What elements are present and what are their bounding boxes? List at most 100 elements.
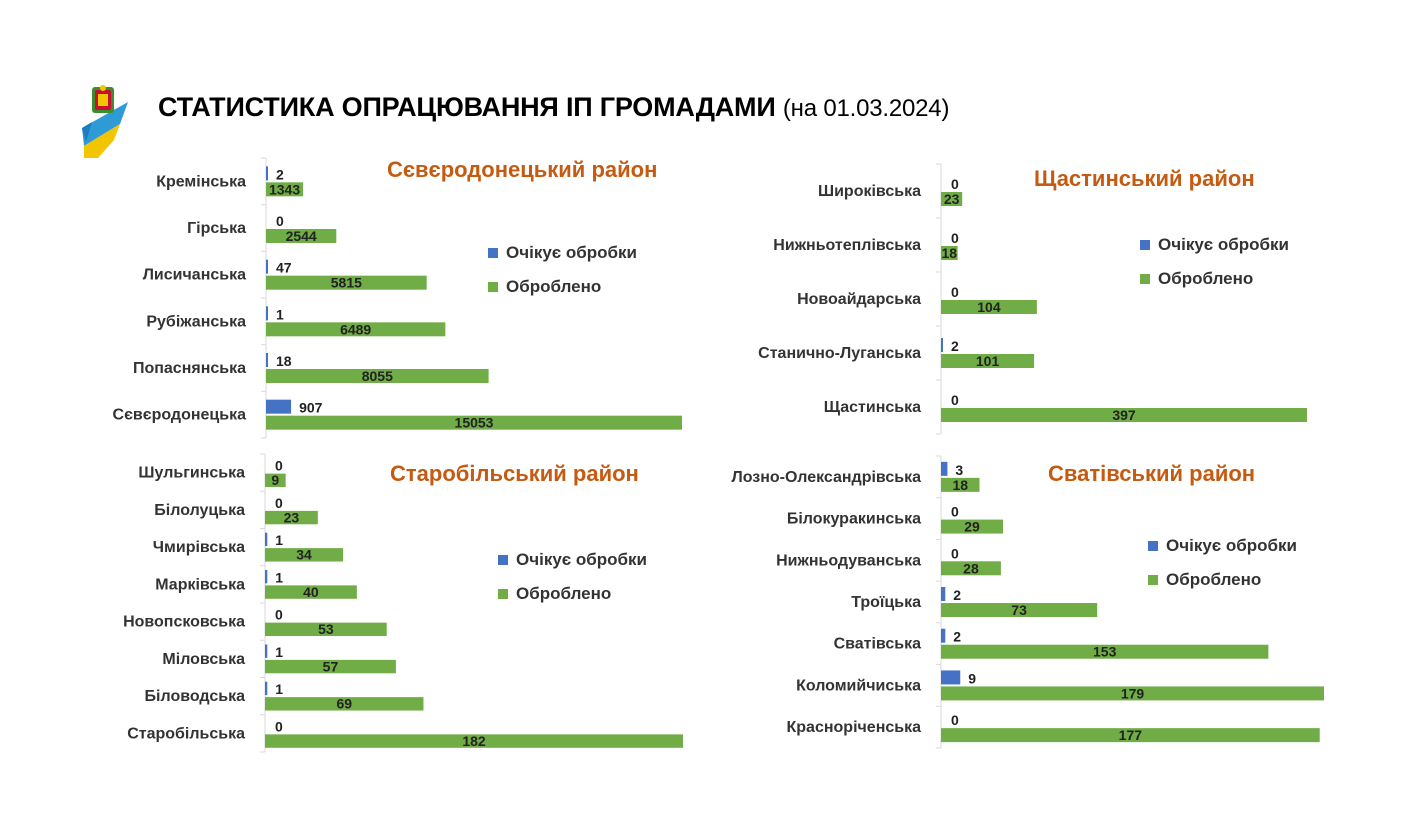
bar-processed	[941, 603, 1098, 617]
value-label-pending: 2	[276, 166, 284, 182]
category-label: Білокуракинська	[787, 511, 921, 528]
value-label-processed: 104	[977, 299, 1001, 315]
legend-svatove: Очікує обробки Оброблено	[1148, 529, 1297, 597]
category-label: Лисичанська	[143, 267, 246, 284]
value-label-pending: 0	[275, 458, 283, 474]
category-label: Рубіжанська	[146, 313, 246, 330]
value-label-processed: 8055	[362, 368, 393, 384]
value-label-processed: 40	[303, 584, 319, 600]
bar-processed	[941, 300, 1037, 314]
bar-pending	[941, 338, 943, 352]
value-label-pending: 0	[951, 712, 959, 728]
legend-swatch-processed	[1140, 274, 1150, 284]
value-label-processed: 28	[963, 560, 979, 576]
value-label-pending: 2	[951, 338, 959, 354]
value-label-pending: 0	[951, 545, 959, 561]
category-label: Білолуцька	[154, 502, 245, 519]
category-label: Троїцька	[851, 594, 921, 611]
bar-processed	[266, 322, 446, 337]
legend-item-pending: Очікує обробки	[1148, 529, 1297, 563]
bar-processed	[265, 697, 424, 711]
value-label-pending: 1	[275, 644, 283, 660]
legend-swatch-pending	[498, 555, 508, 565]
category-label: Красноріченська	[787, 719, 922, 736]
category-label: Новопсковська	[123, 614, 245, 631]
legend-label-processed: Оброблено	[516, 584, 612, 603]
value-label-pending: 0	[275, 607, 283, 623]
value-label-pending: 0	[276, 213, 284, 229]
legend-label-pending: Очікує обробки	[506, 243, 638, 262]
value-label-processed: 53	[318, 621, 334, 637]
value-label-processed: 5815	[331, 275, 362, 291]
bar-processed	[265, 585, 357, 599]
value-label-processed: 179	[1121, 685, 1145, 701]
value-label-processed: 177	[1119, 727, 1143, 743]
bar-processed	[266, 229, 337, 243]
bar-processed	[266, 182, 304, 197]
legend-item-pending: Очікує обробки	[498, 543, 647, 577]
value-label-pending: 47	[276, 260, 292, 276]
legend-label-processed: Оброблено	[506, 277, 602, 296]
category-label: Чмирівська	[153, 539, 245, 556]
bar-processed	[265, 510, 318, 525]
chart-starobilsk-district: Шульгинська 0 9 Білолуцька 0 23 Чмирівська 1 34 М…	[0, 450, 700, 760]
category-label: Щастинська	[824, 399, 921, 416]
chart-title-svatove: Сватівський район	[1048, 461, 1256, 486]
category-label: Широківська	[818, 183, 921, 200]
value-label-processed: 9	[271, 472, 279, 488]
bar-processed	[941, 519, 1004, 534]
legend-label-pending: Очікує обробки	[1158, 235, 1290, 254]
value-label-processed: 182	[462, 733, 486, 749]
value-label-processed: 18	[952, 477, 968, 493]
value-label-pending: 0	[951, 284, 959, 300]
value-label-pending: 9	[968, 670, 976, 686]
category-label: Нижньодуванська	[776, 552, 921, 569]
value-label-pending: 1	[275, 681, 283, 697]
chart-title-shchastia: Щастинський район	[1034, 166, 1255, 191]
bar-pending	[941, 670, 961, 685]
value-label-pending: 0	[275, 718, 283, 734]
category-label: Шульгинська	[138, 465, 245, 482]
value-label-pending: 18	[276, 353, 292, 369]
legend-item-processed: Оброблено	[488, 270, 637, 304]
value-label-processed: 34	[296, 547, 312, 563]
category-label: Марківська	[155, 576, 245, 593]
bar-processed	[265, 734, 683, 748]
legend-item-processed: Оброблено	[498, 577, 647, 611]
bar-processed	[941, 644, 1269, 659]
value-label-processed: 6489	[340, 321, 371, 337]
value-label-processed: 29	[964, 519, 980, 535]
bar-processed	[941, 477, 980, 492]
category-label: Біловодська	[145, 688, 246, 705]
value-label-processed: 2544	[286, 228, 317, 244]
page-title-text: СТАТИСТИКА ОПРАЦЮВАННЯ ІП ГРОМАДАМИ	[158, 92, 776, 122]
value-label-processed: 57	[323, 658, 339, 674]
value-label-processed: 101	[976, 353, 1000, 369]
value-label-processed: 23	[284, 509, 300, 525]
value-label-pending: 1	[276, 306, 284, 322]
value-label-processed: 153	[1093, 644, 1117, 660]
bar-processed	[265, 622, 387, 637]
category-label: Міловська	[162, 651, 245, 668]
value-label-pending: 0	[951, 504, 959, 520]
category-label: Лозно-Олександрівська	[732, 469, 922, 486]
legend-swatch-pending	[1140, 240, 1150, 250]
value-label-processed: 23	[944, 191, 960, 207]
legend-starobilsk: Очікує обробки Оброблено	[498, 543, 647, 611]
bar-pending	[265, 681, 268, 696]
value-label-pending: 0	[275, 495, 283, 511]
legend-sievierodonetsk: Очікує обробки Оброблено	[488, 236, 637, 304]
bar-pending	[265, 644, 268, 658]
bar-processed	[265, 659, 396, 674]
bar-processed	[266, 369, 489, 383]
bar-processed	[941, 246, 958, 260]
legend-item-pending: Очікує обробки	[488, 236, 637, 270]
legend-swatch-processed	[498, 589, 508, 599]
legend-label-processed: Оброблено	[1166, 570, 1262, 589]
category-label: Сєвєродонецька	[113, 407, 247, 424]
bar-processed	[941, 408, 1307, 422]
category-label: Кремінська	[156, 173, 246, 190]
